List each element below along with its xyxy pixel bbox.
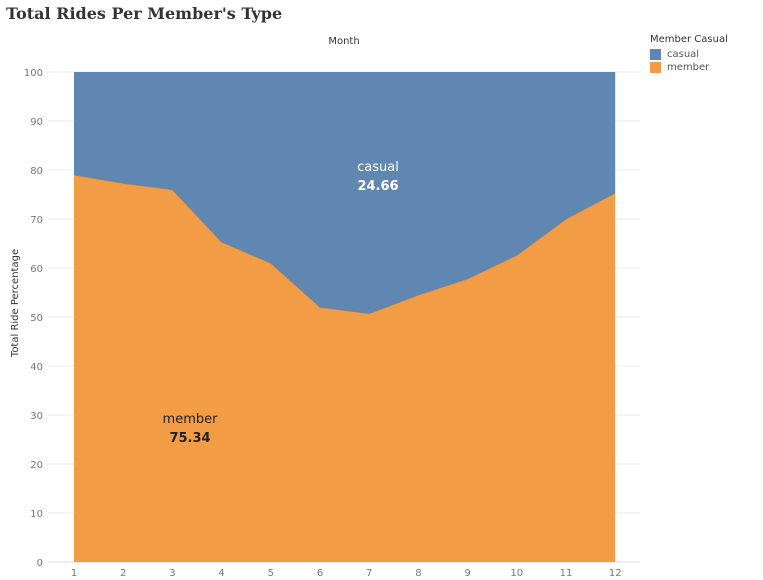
x-tick-label-2: 2 [120, 568, 126, 579]
x-tick-label-9: 9 [464, 568, 470, 579]
x-tick-label-1: 1 [71, 568, 77, 579]
y-axis-ticks: 0 10 20 30 40 50 60 70 80 90 100 [24, 68, 43, 569]
x-tick-label-11: 11 [560, 568, 573, 579]
x-tick-label-4: 4 [218, 568, 224, 579]
legend-swatch-member [650, 62, 661, 73]
member-annotation-value: 75.34 [169, 431, 210, 446]
y-tick-label-50: 50 [30, 313, 43, 324]
x-tick-label-8: 8 [415, 568, 421, 579]
member-annotation-label: member [163, 412, 219, 427]
legend-label-casual: casual [667, 49, 700, 60]
legend-label-member: member [667, 62, 710, 73]
legend-item-casual[interactable]: casual [650, 49, 728, 60]
chart-title: Total Rides Per Member's Type [6, 4, 283, 23]
y-tick-label-40: 40 [30, 362, 43, 373]
area-member [74, 174, 616, 562]
y-tick-label-20: 20 [30, 460, 43, 471]
area-casual [74, 72, 616, 314]
casual-annotation: casual 24.66 [357, 160, 399, 194]
series-boundary-line [73, 174, 616, 315]
y-tick-label-90: 90 [30, 117, 43, 128]
x-tick-label-10: 10 [510, 568, 523, 579]
x-tick-label-5: 5 [268, 568, 274, 579]
y-tick-label-70: 70 [30, 215, 43, 226]
legend-swatch-casual [650, 49, 661, 60]
y-tick-label-60: 60 [30, 264, 43, 275]
legend-item-member[interactable]: member [650, 62, 728, 73]
y-axis-title: Total Ride Percentage [10, 249, 21, 358]
casual-annotation-label: casual [357, 160, 399, 175]
member-annotation: member 75.34 [163, 412, 219, 446]
y-tick-label-30: 30 [30, 411, 43, 422]
legend: Member Casual casual member [650, 34, 728, 75]
y-tick-label-0: 0 [37, 558, 43, 569]
x-tick-label-3: 3 [169, 568, 175, 579]
area-series [73, 72, 616, 562]
x-axis-title: Month [328, 36, 359, 47]
legend-title: Member Casual [650, 34, 728, 45]
y-tick-label-100: 100 [24, 68, 43, 79]
x-axis-ticks: 1 2 3 4 5 6 7 8 9 10 11 12 [71, 568, 622, 579]
x-tick-label-6: 6 [317, 568, 323, 579]
x-tick-label-12: 12 [609, 568, 622, 579]
x-tick-label-7: 7 [366, 568, 372, 579]
y-tick-label-10: 10 [30, 509, 43, 520]
y-tick-label-80: 80 [30, 166, 43, 177]
casual-annotation-value: 24.66 [357, 179, 398, 194]
